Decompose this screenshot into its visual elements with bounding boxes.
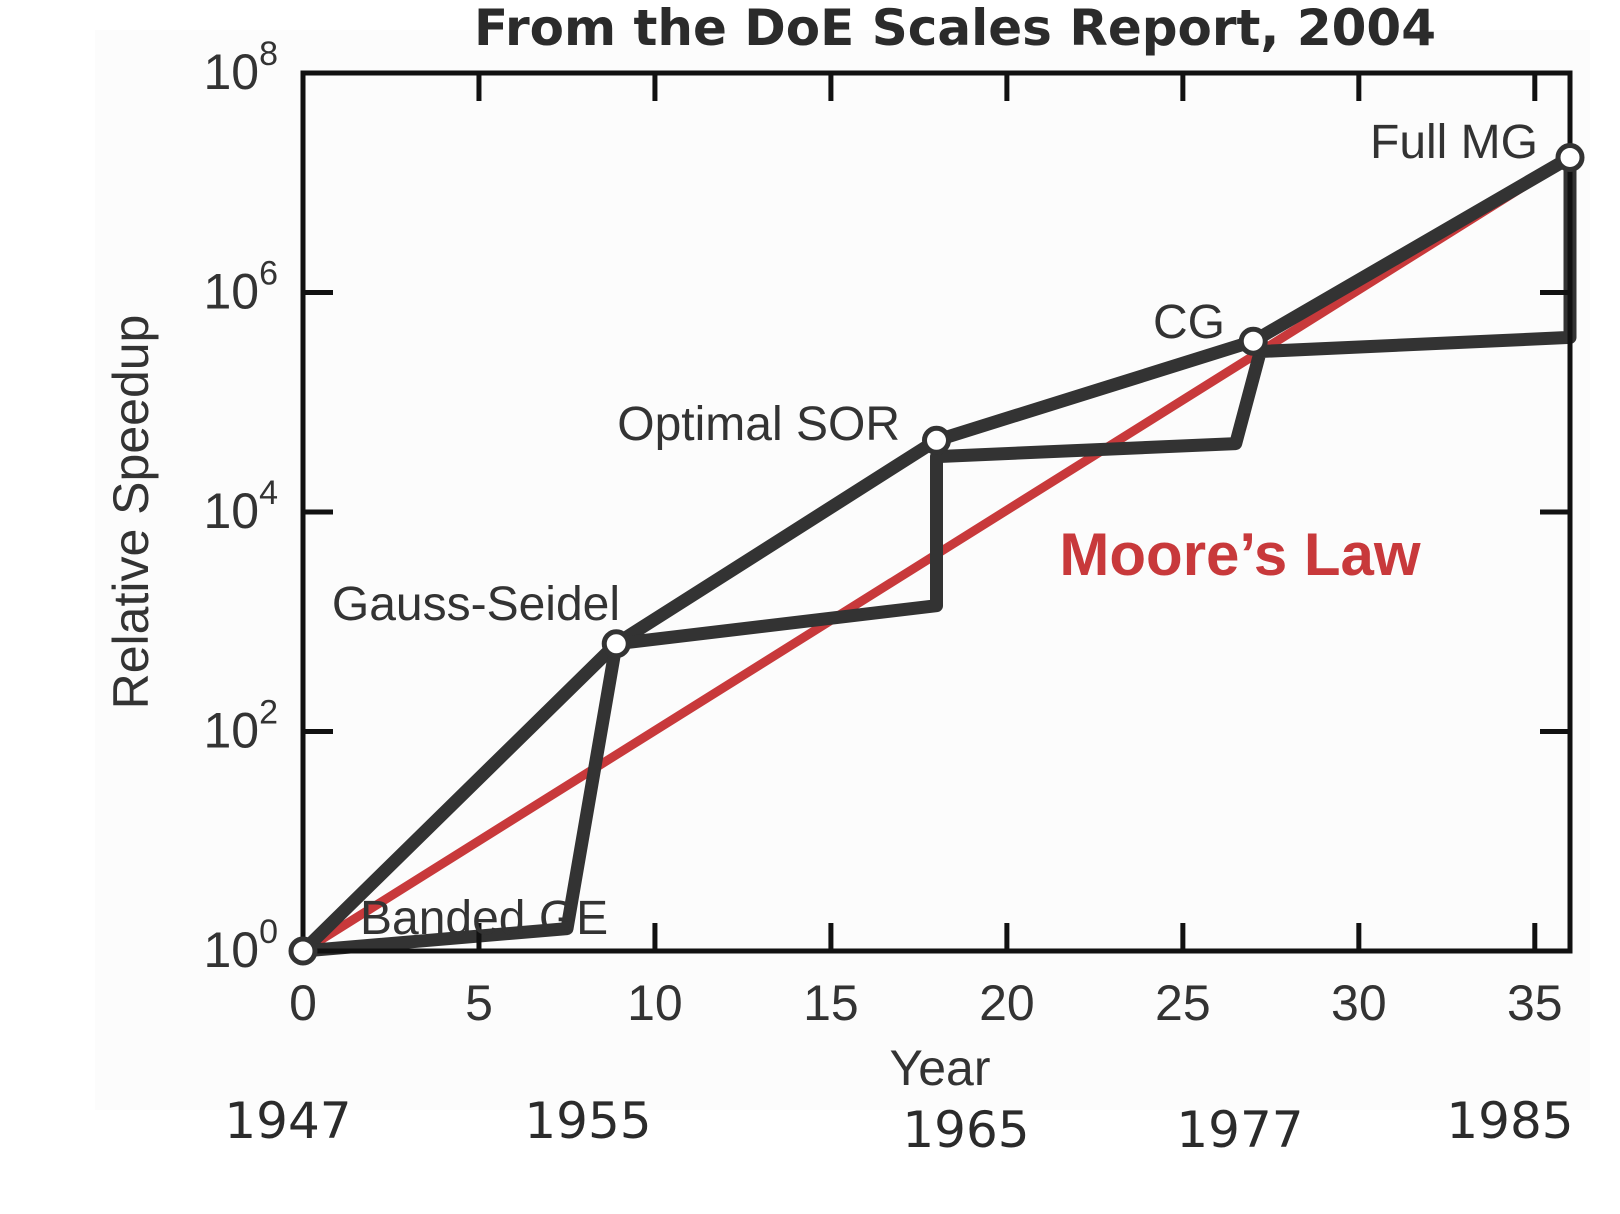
hardware-step-line bbox=[296, 151, 1577, 958]
x-tick-label: 25 bbox=[1155, 975, 1211, 1031]
point-markers bbox=[288, 142, 1585, 966]
label-full-mg: Full MG bbox=[1370, 116, 1538, 169]
y-tick-label: 106 bbox=[203, 255, 278, 320]
y-tick-label: 108 bbox=[203, 35, 278, 100]
year-label-1965: 1965 bbox=[902, 1101, 1029, 1159]
x-tick-label: 35 bbox=[1507, 975, 1563, 1031]
year-label-1947: 1947 bbox=[224, 1092, 351, 1150]
label-optimal-sor: Optimal SOR bbox=[617, 398, 900, 451]
label-moores-law: Moore’s Law bbox=[1059, 521, 1421, 588]
marker-full-mg bbox=[1555, 142, 1585, 172]
axis-ticks: 0 5 10 15 20 25 30 35 100 102 104 106 108 bbox=[203, 35, 1570, 1031]
marker-cg bbox=[1238, 326, 1268, 356]
x-axis-label: Year bbox=[889, 1040, 990, 1096]
marker-optimal-sor bbox=[922, 425, 951, 455]
marker-banded-ge bbox=[288, 936, 318, 966]
y-tick-label: 102 bbox=[203, 694, 278, 759]
year-label-1985: 1985 bbox=[1446, 1092, 1573, 1150]
label-gauss-seidel: Gauss-Seidel bbox=[332, 578, 620, 631]
x-tick-label: 5 bbox=[465, 975, 493, 1031]
chart-title: From the DoE Scales Report, 2004 bbox=[474, 0, 1436, 57]
year-label-1977: 1977 bbox=[1176, 1101, 1303, 1159]
label-cg: CG bbox=[1153, 296, 1225, 349]
y-tick-label: 104 bbox=[203, 474, 278, 539]
x-tick-label: 15 bbox=[803, 975, 859, 1031]
y-axis-label: Relative Speedup bbox=[103, 315, 159, 710]
x-tick-label: 20 bbox=[979, 975, 1035, 1031]
marker-gauss-seidel bbox=[601, 629, 631, 659]
x-tick-label: 10 bbox=[627, 975, 683, 1031]
x-tick-label: 0 bbox=[289, 975, 317, 1031]
x-tick-label: 30 bbox=[1331, 975, 1387, 1031]
label-banded-ge: Banded GE bbox=[360, 892, 608, 945]
y-tick-label: 100 bbox=[203, 913, 278, 978]
year-label-1955: 1955 bbox=[524, 1092, 651, 1150]
